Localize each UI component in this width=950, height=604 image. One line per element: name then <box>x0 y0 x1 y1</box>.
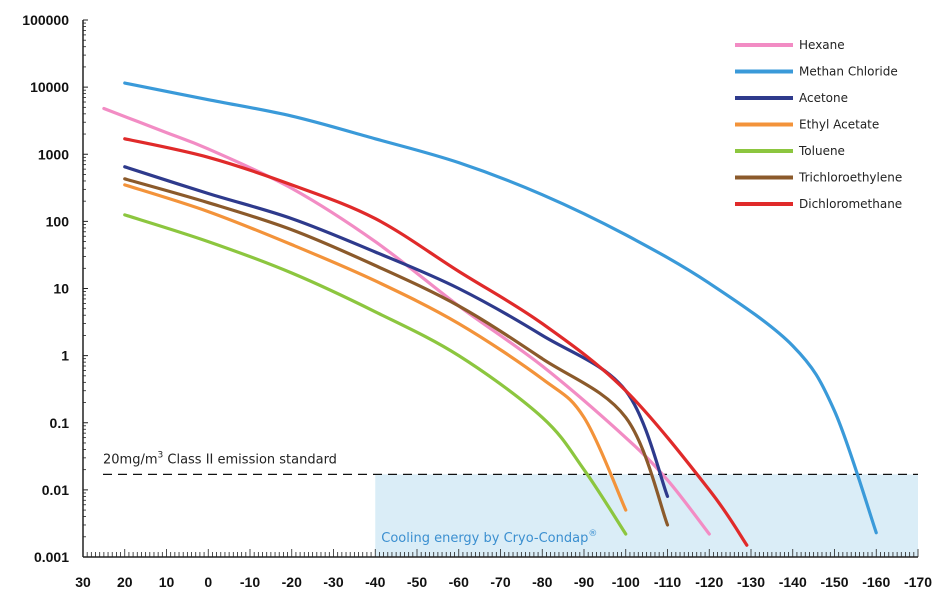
x-tick-label: -10 <box>240 574 260 590</box>
x-tick-label: 30 <box>75 574 91 590</box>
y-tick-label: 1 <box>61 348 69 364</box>
x-tick-label: -50 <box>407 574 427 590</box>
series-line-ethyl-acetate <box>123 183 628 512</box>
y-tick-label: 0.01 <box>42 482 69 498</box>
cooling-zone <box>375 474 918 557</box>
series-line-dichloromethane <box>123 137 749 547</box>
x-tick-label: -130 <box>737 574 765 590</box>
series-line-trichloroethylene <box>123 177 670 527</box>
x-tick-label: -160 <box>862 574 890 590</box>
y-tick-label: 10 <box>53 281 69 297</box>
x-tick-label: -110 <box>654 574 681 590</box>
x-tick-label: -70 <box>490 574 510 590</box>
legend-label-hexane: Hexane <box>799 38 845 52</box>
y-tick-labels: 100000 10000 1000 100 10 1 0.1 0.01 0.001 <box>22 12 69 565</box>
x-tick-label: -20 <box>282 574 302 590</box>
y-tick-label: 0.1 <box>50 415 70 431</box>
x-tick-label: -170 <box>904 574 932 590</box>
x-tick-label: -150 <box>820 574 848 590</box>
x-tick-label: -60 <box>449 574 469 590</box>
legend-label-trichloroethylene: Trichloroethylene <box>798 171 902 185</box>
x-tick-label: -90 <box>574 574 594 590</box>
legend-label-toluene: Toluene <box>798 144 845 158</box>
x-tick-label: -80 <box>532 574 552 590</box>
x-tick-label: -40 <box>365 574 385 590</box>
series-line-toluene <box>123 213 628 536</box>
y-tick-label: 1000 <box>38 146 69 162</box>
legend-label-acetone: Acetone <box>799 91 848 105</box>
legend-label-dichloromethane: Dichloromethane <box>799 197 902 211</box>
x-tick-label: 20 <box>117 574 133 590</box>
x-tick-label: -120 <box>695 574 723 590</box>
x-tick-label: 0 <box>204 574 212 590</box>
y-tick-label: 10000 <box>30 79 69 95</box>
x-tick-label: -100 <box>612 574 640 590</box>
y-tick-label: 100 <box>46 213 70 229</box>
legend-label-methan-chloride: Methan Chloride <box>799 65 898 79</box>
x-tick-label: -30 <box>323 574 343 590</box>
axes <box>82 19 919 558</box>
x-tick-label: -140 <box>779 574 807 590</box>
y-tick-label: 100000 <box>22 12 69 28</box>
legend: Hexane Methan Chloride Acetone Ethyl Acetat… <box>735 38 902 211</box>
x-tick-labels: 30 20 10 0 -10 -20 -30 -40 -50 -60 -70 -80 -90 -100 -1… <box>75 574 932 590</box>
y-tick-label: 0.001 <box>34 549 69 565</box>
series-lines <box>102 81 878 547</box>
series-line-methan-chloride <box>123 81 878 535</box>
series-line-hexane <box>102 106 711 536</box>
emission-standard-label: 20mg/m3 Class II emission standard <box>103 450 337 467</box>
cooling-zone-label: Cooling energy by Cryo-Condap® <box>381 529 597 546</box>
x-tick-label: 10 <box>159 574 175 590</box>
legend-label-ethyl-acetate: Ethyl Acetate <box>799 118 879 132</box>
